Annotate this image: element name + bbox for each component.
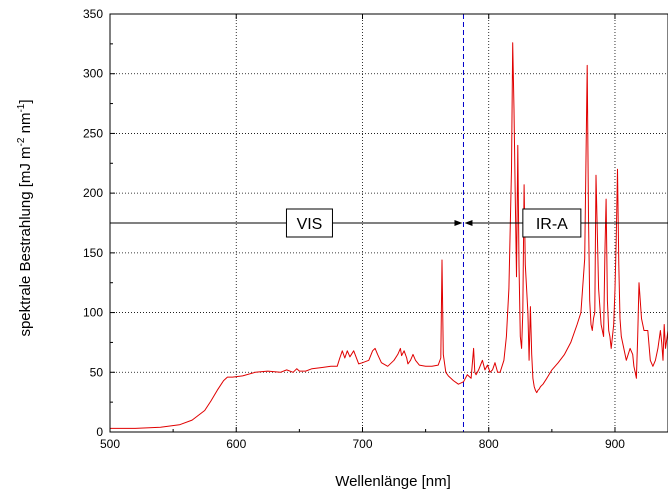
ticks: 0 50 100 150 200 250 300 350 500 600 700 800 900 <box>83 7 625 451</box>
y-axis-title-sup1: -2 <box>16 137 27 146</box>
y-tick-label: 200 <box>83 186 103 200</box>
x-tick-label: 500 <box>100 437 120 451</box>
y-tick-label: 250 <box>83 126 103 140</box>
spectrum-line <box>110 42 668 429</box>
y-tick-label: 100 <box>83 306 103 320</box>
y-axis-title-mid: nm <box>17 113 34 138</box>
y-axis-title-sup2: -1 <box>16 103 27 112</box>
region-label-box <box>522 208 582 238</box>
x-axis-title: Wellenlänge [nm] <box>335 473 451 490</box>
y-axis-title-base: spektrale Bestrahlung [mJ m <box>17 146 34 336</box>
grid <box>110 14 668 432</box>
y-axis-title-end: ] <box>17 99 34 103</box>
x-tick-label: 800 <box>479 437 499 451</box>
x-tick-label: 600 <box>226 437 246 451</box>
y-tick-label: 150 <box>83 246 103 260</box>
vis-arrow-head <box>454 220 463 226</box>
y-tick-label: 0 <box>96 425 103 439</box>
annotation-layer: VIS IR-A <box>110 14 668 432</box>
series-layer <box>110 42 668 429</box>
x-tick-label: 900 <box>605 437 625 451</box>
y-tick-label: 350 <box>83 7 103 21</box>
y-tick-label: 50 <box>90 365 104 379</box>
ir-arrow-head <box>464 220 473 226</box>
x-tick-label: 700 <box>352 437 372 451</box>
region-label-box <box>285 208 333 238</box>
y-tick-label: 300 <box>83 67 103 81</box>
y-axis-title: spektrale Bestrahlung [mJ m-2 nm-1] <box>16 99 34 336</box>
region-label: IR-A <box>536 216 568 233</box>
region-label: VIS <box>297 216 323 233</box>
